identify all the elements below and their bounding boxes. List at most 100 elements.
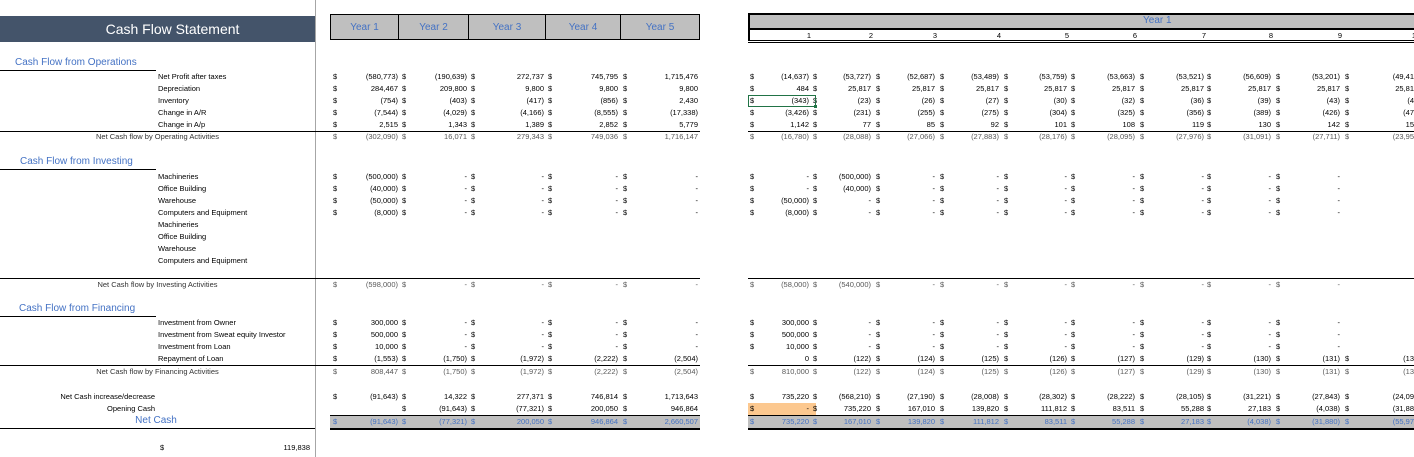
year-value-cell[interactable]: (302,090) xyxy=(365,132,398,141)
year-value-cell[interactable]: 1,343 xyxy=(448,120,467,129)
year-value-cell[interactable]: 10,000 xyxy=(375,342,398,351)
month-value-cell[interactable]: - xyxy=(1201,330,1205,339)
year-value-cell[interactable]: - xyxy=(464,184,468,193)
month-value-cell[interactable]: (30) xyxy=(1053,96,1067,105)
month-value-cell[interactable]: 1,142 xyxy=(790,120,809,129)
year-value-cell[interactable]: 1,389 xyxy=(525,120,544,129)
month-value-cell[interactable]: 108 xyxy=(1122,120,1135,129)
month-value-cell[interactable]: 25,817 xyxy=(976,84,999,93)
month-value-cell[interactable]: - xyxy=(1201,342,1205,351)
month-value-cell[interactable]: (8,000) xyxy=(785,208,809,217)
month-value-cell[interactable]: 10,000 xyxy=(786,342,809,351)
month-number-9[interactable]: 9 xyxy=(1337,31,1342,40)
month-value-cell[interactable]: (23,95 xyxy=(1392,132,1414,141)
month-value-cell[interactable]: - xyxy=(1268,330,1272,339)
month-value-cell[interactable]: - xyxy=(1337,342,1341,351)
month-value-cell[interactable]: (127) xyxy=(1117,354,1135,363)
month-value-cell[interactable]: (36) xyxy=(1190,96,1204,105)
year-header-4[interactable]: Year 4 xyxy=(546,15,621,39)
year-value-cell[interactable]: - xyxy=(695,184,699,193)
year-value-cell[interactable]: (91,643) xyxy=(370,392,398,401)
month-value-cell[interactable]: - xyxy=(932,184,936,193)
month-value-cell[interactable]: (53,663) xyxy=(1107,72,1135,81)
month-value-cell[interactable]: - xyxy=(1268,208,1272,217)
month-value-cell[interactable]: 735,220 xyxy=(781,417,809,426)
year-header-3[interactable]: Year 3 xyxy=(469,15,546,39)
month-value-cell[interactable]: (304) xyxy=(1049,108,1067,117)
year-value-cell[interactable]: 200,050 xyxy=(516,417,544,426)
month-value-cell[interactable]: (325) xyxy=(1117,108,1135,117)
year-value-cell[interactable]: - xyxy=(615,330,619,339)
month-value-cell[interactable]: (31,88 xyxy=(1392,404,1414,413)
month-value-cell[interactable]: (53,521) xyxy=(1176,72,1204,81)
monthly-header-title[interactable]: Year 1 xyxy=(1143,15,1172,26)
month-value-cell[interactable]: (43) xyxy=(1326,96,1340,105)
month-value-cell[interactable]: - xyxy=(1064,342,1068,351)
month-value-cell[interactable]: (343) xyxy=(791,96,809,105)
month-value-cell[interactable]: - xyxy=(1201,318,1205,327)
month-value-cell[interactable]: 25,817 xyxy=(848,84,871,93)
year-value-cell[interactable]: (2,504) xyxy=(674,367,698,376)
month-value-cell[interactable]: 25,817 xyxy=(1044,84,1067,93)
month-value-cell[interactable]: - xyxy=(1268,184,1272,193)
year-value-cell[interactable]: (40,000) xyxy=(370,184,398,193)
month-value-cell[interactable]: (53,727) xyxy=(843,72,871,81)
month-value-cell[interactable]: - xyxy=(996,318,1000,327)
year-value-cell[interactable]: (754) xyxy=(380,96,398,105)
year-value-cell[interactable]: (1,750) xyxy=(443,367,467,376)
month-value-cell[interactable]: (27) xyxy=(985,96,999,105)
month-value-cell[interactable]: (28,088) xyxy=(843,132,871,141)
year-value-cell[interactable]: - xyxy=(615,196,619,205)
year-value-cell[interactable]: (4,029) xyxy=(443,108,467,117)
month-value-cell[interactable]: - xyxy=(932,330,936,339)
year-value-cell[interactable]: - xyxy=(464,342,468,351)
month-value-cell[interactable]: (27,711) xyxy=(1312,132,1340,141)
year-value-cell[interactable]: (91,643) xyxy=(439,404,467,413)
year-value-cell[interactable]: (17,338) xyxy=(670,108,698,117)
year-value-cell[interactable]: 500,000 xyxy=(370,330,398,339)
year-value-cell[interactable]: - xyxy=(615,208,619,217)
year-value-cell[interactable]: (1,750) xyxy=(443,354,467,363)
year-value-cell[interactable]: (8,555) xyxy=(594,108,618,117)
month-value-cell[interactable]: - xyxy=(868,330,872,339)
month-value-cell[interactable]: (500,000) xyxy=(838,172,871,181)
month-value-cell[interactable]: (14,637) xyxy=(781,72,809,81)
month-value-cell[interactable]: 735,220 xyxy=(843,404,871,413)
month-value-cell[interactable]: (426) xyxy=(1322,108,1340,117)
month-value-cell[interactable]: (122) xyxy=(853,367,871,376)
month-value-cell[interactable]: - xyxy=(1132,172,1136,181)
month-value-cell[interactable]: - xyxy=(996,330,1000,339)
year-value-cell[interactable]: 272,737 xyxy=(516,72,544,81)
month-value-cell[interactable]: 25,817 xyxy=(1248,84,1271,93)
month-value-cell[interactable]: - xyxy=(1337,208,1341,217)
month-value-cell[interactable]: - xyxy=(1268,342,1272,351)
month-value-cell[interactable]: - xyxy=(1064,184,1068,193)
month-value-cell[interactable]: (32) xyxy=(1121,96,1135,105)
year-value-cell[interactable]: (1,972) xyxy=(520,367,544,376)
year-value-cell[interactable]: - xyxy=(541,196,545,205)
month-value-cell[interactable]: 119 xyxy=(1192,120,1204,129)
month-value-cell[interactable]: - xyxy=(1201,208,1205,217)
month-value-cell[interactable]: - xyxy=(932,280,936,289)
year-value-cell[interactable]: 1,713,643 xyxy=(664,392,698,401)
month-value-cell[interactable]: - xyxy=(1132,184,1136,193)
month-value-cell[interactable]: (231) xyxy=(853,108,871,117)
month-number-10[interactable]: 1 xyxy=(1411,31,1414,40)
month-number-8[interactable]: 8 xyxy=(1268,31,1273,40)
month-value-cell[interactable]: - xyxy=(1064,280,1068,289)
month-value-cell[interactable]: (28,302) xyxy=(1039,392,1067,401)
month-value-cell[interactable]: (28,095) xyxy=(1107,132,1135,141)
selected-cell[interactable] xyxy=(748,95,816,107)
year-value-cell[interactable]: 2,852 xyxy=(599,120,618,129)
month-value-cell[interactable]: - xyxy=(1268,196,1272,205)
year-value-cell[interactable]: (50,000) xyxy=(370,196,398,205)
month-number-3[interactable]: 3 xyxy=(932,31,937,40)
month-value-cell[interactable]: (49,41 xyxy=(1392,72,1414,81)
month-value-cell[interactable]: - xyxy=(1064,208,1068,217)
month-value-cell[interactable]: 27,183 xyxy=(1248,404,1271,413)
year-value-cell[interactable]: 749,036 xyxy=(590,132,618,141)
month-value-cell[interactable]: (52,687) xyxy=(907,72,935,81)
month-value-cell[interactable]: (131) xyxy=(1322,354,1340,363)
month-value-cell[interactable]: - xyxy=(1132,280,1136,289)
month-value-cell[interactable]: (16,780) xyxy=(781,132,809,141)
